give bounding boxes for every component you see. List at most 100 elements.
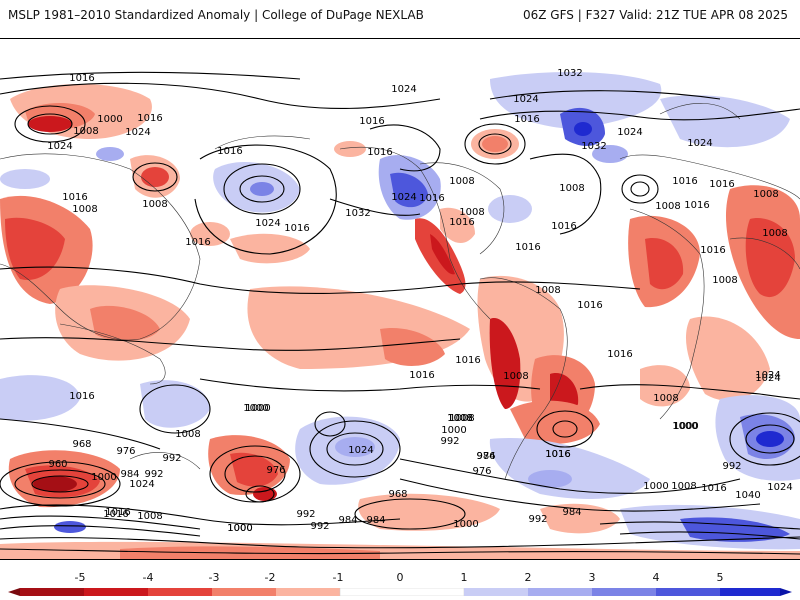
isobar-label: 984 — [476, 451, 495, 462]
negative-anomaly-area — [230, 233, 310, 264]
colorbar-segment — [339, 588, 465, 596]
positive-anomaly-area — [756, 431, 784, 447]
positive-anomaly-area — [140, 380, 210, 428]
isobar-label: 1016 — [103, 509, 128, 520]
isobar-label: 992 — [722, 461, 741, 472]
isobar-label: 976 — [476, 451, 495, 462]
colorbar-arrow-left — [8, 588, 20, 596]
positive-anomaly-area — [96, 147, 124, 161]
isobar-label: 1016 — [185, 237, 210, 248]
colorbar-tick-label: 3 — [588, 571, 596, 584]
title-bar: MSLP 1981–2010 Standardized Anomaly | Co… — [0, 0, 800, 30]
negative-anomaly-area — [685, 316, 770, 401]
colorbar-segment — [464, 588, 528, 596]
isobar-label: 1008 — [447, 413, 472, 424]
positive-anomaly-area — [0, 169, 50, 189]
anomaly-map: 1016 1000 1016 1024 1008 1024 1016 1008 … — [0, 38, 800, 560]
isobar-label: 984 — [338, 515, 357, 526]
colorbar-tick-label: -1 — [332, 571, 344, 584]
anomaly-shading — [0, 72, 800, 559]
isobar-label: 1032 — [581, 141, 606, 152]
negative-anomaly-area — [380, 328, 445, 366]
isobar-label: 1024 — [617, 127, 642, 138]
colorbar-segment — [528, 588, 592, 596]
isobar-label: 1024 — [125, 127, 150, 138]
negative-anomaly-area — [28, 116, 72, 132]
positive-anomaly-area — [250, 182, 274, 196]
isobar-label: 1000 — [672, 421, 697, 432]
isobar-label: 1016 — [515, 242, 540, 253]
isobar-label: 1008 — [753, 189, 778, 200]
colorbar-segment — [720, 588, 780, 596]
isobar-label: 1016 — [577, 300, 602, 311]
positive-anomaly-area — [335, 437, 375, 457]
isobar-label: 992 — [440, 436, 459, 447]
negative-anomaly-area — [358, 493, 500, 531]
colorbar-tick-label: 5 — [716, 571, 724, 584]
negative-anomaly-area — [334, 141, 366, 157]
negative-anomaly-area — [745, 218, 795, 298]
isobar-label: 1024 — [391, 84, 416, 95]
isobar-label: 1016 — [545, 449, 570, 460]
isobar-label: 1008 — [449, 413, 474, 424]
isobar-label: 1024 — [47, 141, 72, 152]
isobar-label: 1000 — [441, 425, 466, 436]
colorbar-tick-label: -3 — [208, 571, 220, 584]
colorbar-segment — [212, 588, 276, 596]
isobar-labels: 1016 1000 1016 1024 1008 1024 1016 1008 … — [47, 68, 792, 534]
positive-anomaly-area — [0, 375, 80, 421]
isobar-label: 1016 — [700, 245, 725, 256]
isobar-label: 1016 — [284, 223, 309, 234]
colorbar-tick-label: -2 — [264, 571, 276, 584]
isobar-label: 1024 — [687, 138, 712, 149]
isobar-label: 976 — [472, 466, 491, 477]
coastlines — [0, 103, 800, 480]
isobar-label: 1008 — [175, 429, 200, 440]
isobar-label: 1000 — [643, 481, 668, 492]
isobar-label: 1024 — [767, 482, 792, 493]
colorbar-segment — [84, 588, 148, 596]
isobar-label: 1000 — [91, 472, 116, 483]
isobar-label: 1016 — [359, 116, 384, 127]
positive-anomaly-area — [660, 95, 790, 148]
isobar-label: 1000 — [97, 114, 122, 125]
isobar-label: 1000 — [227, 523, 252, 534]
colorbar-tick-label: 2 — [524, 571, 532, 584]
isobar-label: 1008 — [653, 393, 678, 404]
isobar-label: 960 — [48, 459, 67, 470]
isobar-label: 1016 — [551, 221, 576, 232]
isobar-label: 968 — [388, 489, 407, 500]
isobar-label: 1040 — [735, 490, 760, 501]
isobar-label: 976 — [116, 446, 135, 457]
isobar-label: 1016 — [217, 146, 242, 157]
isobar-label: 1016 — [69, 73, 94, 84]
isobar-label: 1008 — [559, 183, 584, 194]
isobar-label: 1016 — [137, 113, 162, 124]
colorbar-tick-label: 0 — [396, 571, 404, 584]
isobar-label: 1008 — [671, 481, 696, 492]
isobar-label: 1008 — [459, 207, 484, 218]
isobar-label: 1008 — [762, 228, 787, 239]
negative-anomaly-area — [540, 503, 620, 534]
isobar-label: 1016 — [607, 349, 632, 360]
isobar-label: 1008 — [503, 371, 528, 382]
isobar-label: 1008 — [447, 413, 472, 424]
negative-anomaly-area — [253, 487, 277, 501]
isobar-label: 1016 — [419, 193, 444, 204]
isobar-label: 1024 — [129, 479, 154, 490]
isobar-label: 1008 — [137, 511, 162, 522]
positive-anomaly-area — [488, 195, 532, 223]
isobar-label: 1024 — [391, 192, 416, 203]
isobar-label: 1016 — [701, 483, 726, 494]
negative-anomaly-area — [482, 136, 508, 152]
isobar-label: 992 — [162, 453, 181, 464]
positive-anomaly-area — [528, 470, 572, 488]
isobar-label: 1008 — [142, 199, 167, 210]
isobar-label: 1024 — [255, 218, 280, 229]
isobar-label: 976 — [266, 465, 285, 476]
isobar-label: 1032 — [345, 208, 370, 219]
colorbar-segment — [592, 588, 656, 596]
isobar-label: 1016 — [709, 179, 734, 190]
isobar-label: 992 — [310, 521, 329, 532]
isobar-label: 1000 — [227, 523, 252, 534]
